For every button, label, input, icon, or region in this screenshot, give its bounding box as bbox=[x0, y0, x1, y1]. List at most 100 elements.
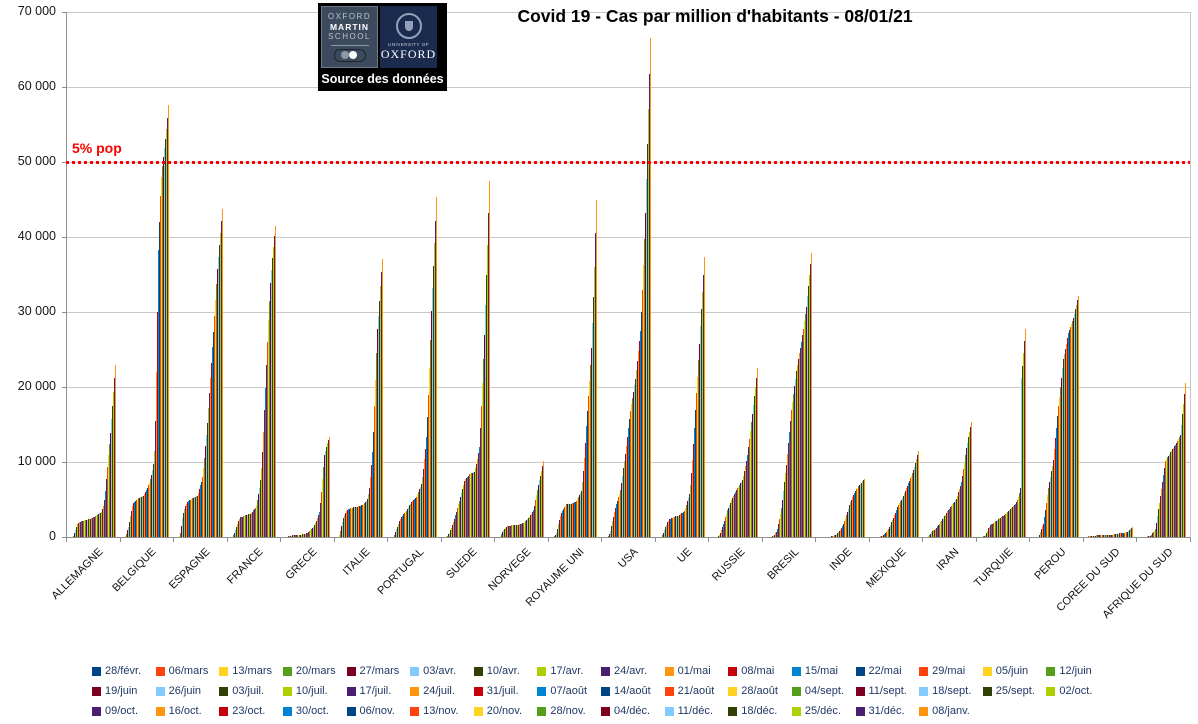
bar bbox=[1052, 465, 1054, 537]
bar bbox=[192, 497, 194, 537]
bar bbox=[302, 534, 304, 537]
y-axis-tick bbox=[62, 537, 66, 538]
source-link[interactable]: OXFORD MARTIN SCHOOL UNIVERSITY OF OXFOR… bbox=[318, 3, 447, 91]
x-axis-tick bbox=[333, 537, 335, 542]
bar bbox=[808, 274, 810, 537]
bar bbox=[476, 463, 478, 537]
bar bbox=[642, 264, 644, 537]
legend-item: 09/oct. bbox=[92, 701, 156, 721]
bar bbox=[1046, 502, 1048, 537]
bar bbox=[542, 461, 544, 537]
bar bbox=[149, 483, 151, 537]
legend-label: 29/mai bbox=[932, 665, 966, 677]
bar bbox=[92, 517, 94, 537]
bar bbox=[1124, 532, 1126, 537]
bar bbox=[1060, 387, 1062, 537]
bar bbox=[1011, 507, 1013, 537]
bar bbox=[896, 507, 898, 537]
bar bbox=[897, 504, 899, 537]
bar bbox=[233, 535, 235, 537]
bar-cluster-iran bbox=[922, 12, 976, 537]
bar bbox=[909, 478, 911, 537]
bar bbox=[1160, 495, 1162, 537]
bar bbox=[1107, 534, 1109, 537]
bar bbox=[195, 496, 197, 537]
y-axis-label: 30 000 bbox=[17, 304, 56, 318]
bar bbox=[349, 508, 351, 537]
bar bbox=[590, 364, 592, 537]
bar bbox=[245, 515, 247, 537]
bar bbox=[1101, 535, 1103, 537]
bar bbox=[908, 480, 910, 537]
bar bbox=[1059, 396, 1061, 537]
bar bbox=[365, 502, 367, 537]
y-axis-tick bbox=[62, 387, 66, 388]
bar bbox=[74, 529, 76, 537]
bar bbox=[644, 213, 646, 537]
bar bbox=[1021, 366, 1023, 537]
bar bbox=[1157, 515, 1159, 537]
legend-label: 31/juil. bbox=[486, 685, 519, 697]
bar bbox=[488, 213, 490, 537]
bar-cluster-suede bbox=[441, 12, 495, 537]
bar bbox=[751, 422, 753, 537]
bar bbox=[474, 471, 476, 537]
bar bbox=[147, 487, 149, 537]
bar bbox=[787, 442, 789, 537]
bar bbox=[518, 524, 520, 537]
bar bbox=[963, 468, 965, 537]
bar bbox=[535, 495, 537, 537]
bar bbox=[467, 476, 469, 537]
bar bbox=[72, 535, 74, 537]
bar bbox=[395, 529, 397, 537]
bar bbox=[362, 504, 364, 537]
bar bbox=[416, 494, 418, 537]
x-axis-label: UE bbox=[674, 546, 695, 566]
legend-label: 27/mars bbox=[359, 665, 400, 677]
bar bbox=[239, 518, 241, 537]
bar bbox=[838, 532, 840, 537]
bar bbox=[628, 419, 630, 537]
bar bbox=[82, 520, 84, 537]
threshold-line bbox=[66, 161, 1190, 164]
bar bbox=[312, 526, 314, 537]
bar bbox=[1068, 333, 1070, 537]
bar bbox=[879, 536, 881, 537]
bar bbox=[740, 483, 742, 537]
bar bbox=[1090, 535, 1092, 537]
bar bbox=[772, 535, 774, 537]
bar bbox=[1177, 440, 1179, 537]
x-axis-tick bbox=[708, 537, 710, 542]
bar bbox=[1049, 482, 1051, 537]
x-axis-tick bbox=[601, 537, 603, 542]
bar bbox=[840, 529, 842, 537]
logo-text-martin: MARTIN bbox=[329, 22, 370, 32]
bar bbox=[1149, 536, 1151, 537]
y-axis-tick bbox=[62, 237, 66, 238]
bar bbox=[452, 524, 454, 537]
bar bbox=[291, 535, 293, 537]
logo-text-oxford-univ: OXFORD bbox=[380, 47, 437, 61]
legend-marker bbox=[346, 666, 356, 676]
bar bbox=[1003, 515, 1005, 537]
bar bbox=[210, 363, 212, 537]
x-axis-tick bbox=[1029, 537, 1031, 542]
legend-label: 30/oct. bbox=[295, 705, 329, 717]
y-axis-tick bbox=[62, 462, 66, 463]
bar bbox=[178, 536, 180, 537]
bar bbox=[303, 534, 305, 537]
bar bbox=[693, 427, 695, 537]
bar bbox=[788, 432, 790, 537]
bar bbox=[128, 526, 130, 537]
bar bbox=[267, 342, 269, 537]
bar bbox=[417, 492, 419, 537]
bar bbox=[180, 525, 182, 537]
bar bbox=[695, 393, 697, 537]
bar bbox=[665, 524, 667, 537]
legend-label: 14/août bbox=[614, 685, 651, 697]
bar bbox=[127, 530, 129, 537]
bar bbox=[523, 522, 525, 537]
legend-label: 09/oct. bbox=[105, 705, 139, 717]
legend-item: 08/janv. bbox=[919, 701, 983, 721]
bar bbox=[381, 272, 383, 537]
